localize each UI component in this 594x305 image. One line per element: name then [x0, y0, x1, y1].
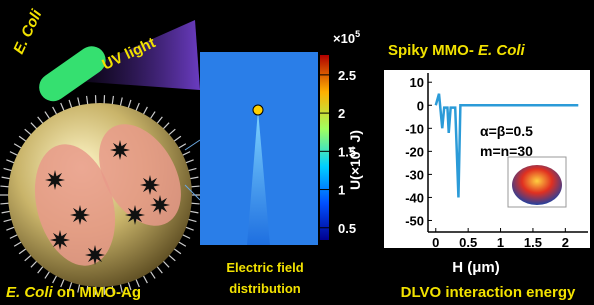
colorbar-tick-label: 0.5: [338, 221, 356, 236]
left-caption: E. Coli on MMO-Ag: [6, 284, 141, 301]
y-tick-label: 10: [410, 75, 424, 90]
annotation: α=β=0.5: [480, 123, 533, 139]
label-ecoli: E. Coli: [10, 6, 45, 56]
x-tick-label: 0.5: [459, 235, 477, 250]
x-axis-label: H (μm): [452, 259, 500, 276]
right-caption: DLVO interaction energy: [401, 284, 576, 301]
x-tick-label: 0: [432, 235, 439, 250]
y-tick-label: -10: [405, 121, 424, 136]
graphical-abstract: E. Coli UV light E. Coli on MMO-Ag ×105 …: [0, 0, 594, 305]
y-tick-label: 0: [417, 98, 424, 113]
plot-title: Spiky MMO- E. Coli: [388, 42, 526, 59]
colorbar-tick-label: 2.5: [338, 68, 356, 83]
y-tick-label: -40: [405, 190, 424, 205]
colorbar: [320, 55, 329, 240]
colorbar-unit: ×105: [333, 29, 360, 46]
particle: [110, 140, 130, 160]
particle: [125, 205, 145, 225]
x-tick-label: 1: [497, 235, 504, 250]
y-tick-label: -30: [405, 167, 424, 182]
middle-caption: Electric field: [226, 260, 303, 275]
particle: [70, 205, 90, 225]
y-axis-label: U(×104 J): [347, 130, 363, 190]
inset-sphere: [512, 165, 562, 205]
colorbar-tick-label: 2: [338, 106, 345, 121]
particle: [140, 175, 160, 195]
field-tip: [253, 105, 263, 115]
y-tick-label: -50: [405, 213, 424, 228]
particle: [45, 170, 65, 190]
connector: [185, 140, 200, 150]
particle: [85, 245, 105, 265]
x-tick-label: 1.5: [524, 235, 542, 250]
colorbar-tick-label: 1: [338, 183, 345, 198]
particle: [50, 230, 70, 250]
particle: [150, 195, 170, 215]
x-tick-label: 2: [562, 235, 569, 250]
y-tick-label: -20: [405, 144, 424, 159]
middle-caption: distribution: [229, 281, 301, 296]
